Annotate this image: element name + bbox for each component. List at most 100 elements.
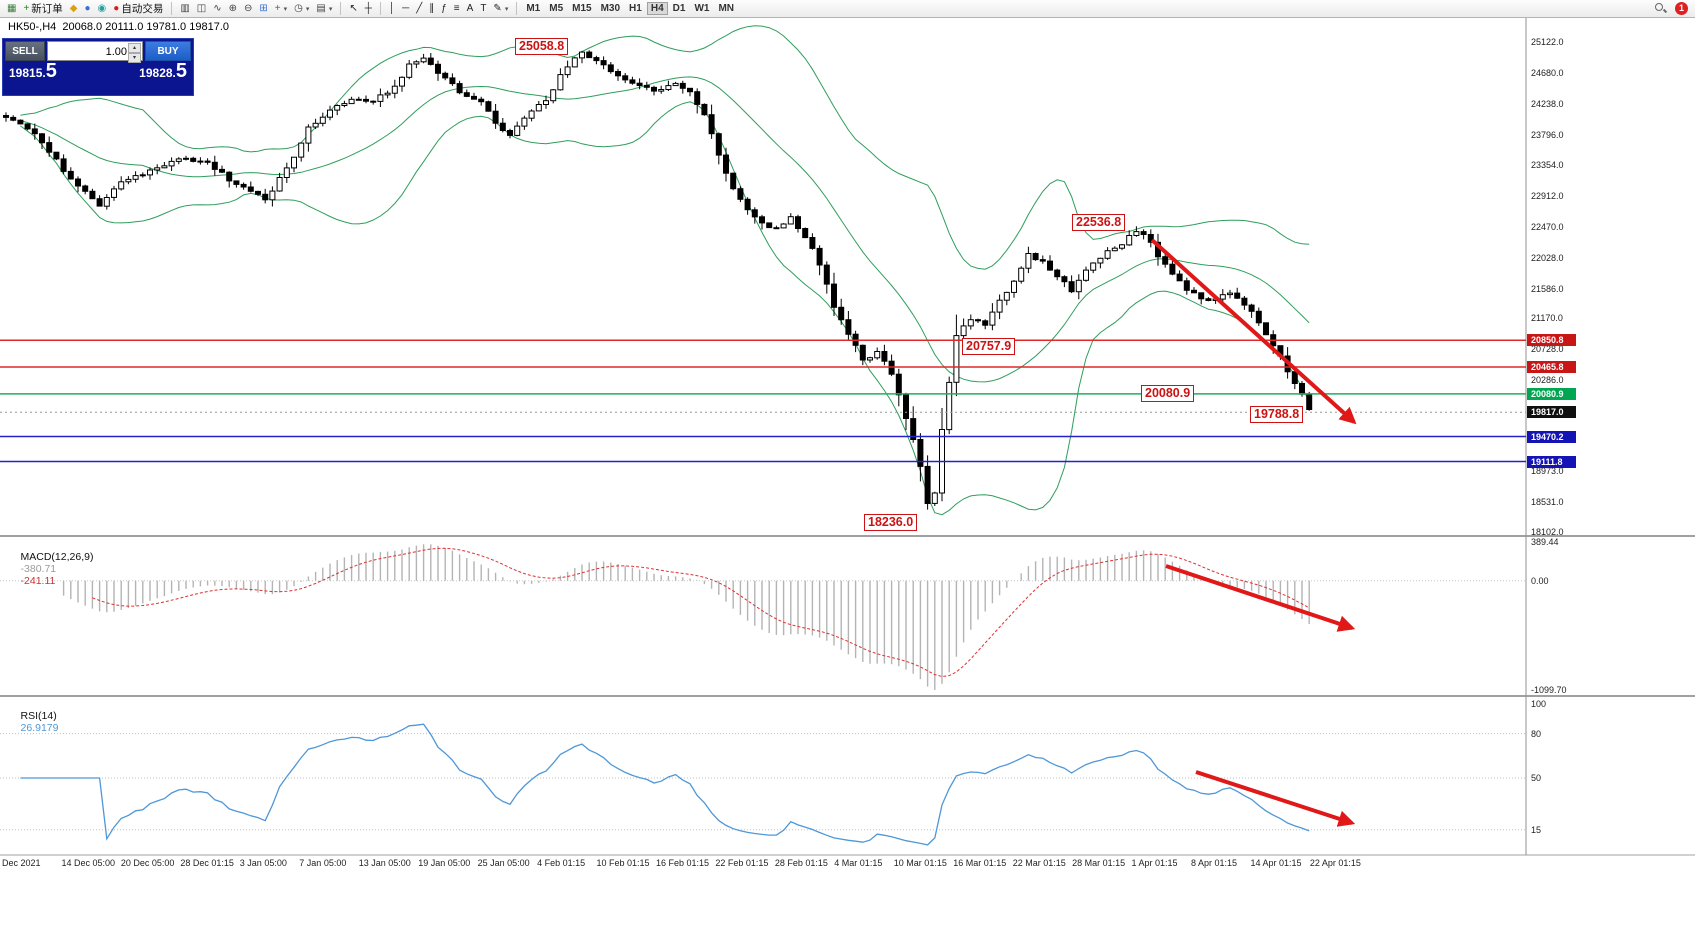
vertical-line-icon[interactable]: │ [386, 1, 398, 17]
candle [283, 167, 290, 178]
candle [161, 165, 168, 169]
candle [168, 160, 175, 167]
candle [348, 98, 355, 105]
candle [327, 109, 333, 118]
candle [391, 85, 398, 94]
indicators-icon[interactable]: + ▾ [272, 1, 290, 17]
draw-menu-icon[interactable]: ✎ ▾ [490, 1, 511, 17]
periods-icon[interactable]: ◷ ▾ [291, 1, 312, 17]
line-chart-icon[interactable]: ∿ [210, 1, 224, 17]
new-order-button[interactable]: + 新订单 [20, 1, 65, 17]
candles-chart-icon[interactable]: ◫ [194, 1, 209, 17]
trend-arrow-object[interactable] [1165, 564, 1356, 632]
candle [507, 130, 513, 136]
candle [226, 171, 233, 182]
templates-icon: ▤ [316, 2, 326, 14]
timeframe-m15-button[interactable]: M15 [572, 3, 592, 14]
volume-stepper[interactable]: ▴ ▾ [47, 41, 143, 63]
cursor-icon: ↖ [349, 2, 358, 14]
accounts-icon[interactable]: ● [82, 1, 94, 17]
candle [1140, 231, 1147, 236]
buy-price-fraction: 5 [175, 60, 187, 82]
new-chart-icon[interactable]: ▦ [4, 1, 19, 17]
candle [989, 311, 996, 326]
candle [651, 86, 657, 92]
autotrading-button[interactable]: ● 自动交易 [110, 1, 166, 17]
macd-title: MACD(12,26,9) [20, 551, 94, 563]
zoom-in-icon: ⊕ [228, 2, 238, 14]
candle [867, 357, 873, 361]
autotrading-icon: ● [113, 2, 120, 14]
templates-icon[interactable]: ▤ ▾ [313, 1, 335, 17]
candlesticks [3, 50, 1313, 510]
candle [197, 160, 204, 163]
bars-chart-icon[interactable]: ▥ [177, 1, 192, 17]
candle [816, 247, 823, 266]
volume-down-icon[interactable]: ▾ [128, 53, 141, 63]
volume-input[interactable] [48, 43, 142, 61]
timeframe-m30-button[interactable]: M30 [600, 3, 621, 14]
timeframe-m1-button[interactable]: M1 [526, 3, 541, 14]
candle [255, 190, 261, 195]
candle [370, 100, 377, 103]
new-chart-icon: ▦ [7, 2, 17, 14]
arrows-tool-icon[interactable]: A [464, 1, 477, 17]
candle [413, 61, 420, 65]
fibonacci-icon[interactable]: ƒ [438, 1, 450, 17]
horizontal-line-icon[interactable]: ─ [399, 1, 412, 17]
trend-arrow-object[interactable] [1150, 238, 1357, 425]
candle [1248, 304, 1255, 312]
rsi-line [20, 723, 1310, 846]
notification-badge[interactable]: 1 [1675, 2, 1688, 15]
timeframe-w1-button[interactable]: W1 [694, 3, 710, 14]
candle [334, 105, 341, 111]
trend-arrow-object[interactable] [1195, 770, 1356, 827]
zoom-out-icon: ⊖ [244, 2, 253, 14]
trendline-icon: ╱ [416, 2, 423, 14]
candle [629, 79, 636, 84]
new-order-label: 新订单 [31, 3, 63, 15]
timeframe-d1-button[interactable]: D1 [672, 3, 686, 14]
candle [355, 98, 362, 101]
volume-up-icon[interactable]: ▴ [128, 43, 141, 53]
webterminal-icon[interactable]: ◉ [95, 1, 110, 17]
candle [910, 418, 917, 441]
zoom-in-icon[interactable]: ⊕ [226, 1, 240, 17]
timeframe-h4-button[interactable]: H4 [646, 2, 668, 15]
candle [744, 198, 751, 211]
candle [24, 123, 31, 130]
candle [514, 125, 521, 136]
candle [39, 133, 45, 144]
search-icon[interactable] [1654, 2, 1667, 15]
candle [1198, 292, 1205, 300]
sell-price-fraction: 5 [45, 60, 57, 82]
metaeditor-icon[interactable]: ◆ [67, 1, 81, 17]
tile-windows-icon[interactable]: ⊞ [256, 1, 270, 17]
candle [787, 216, 794, 225]
sell-button[interactable]: SELL [5, 41, 45, 61]
candle [687, 87, 693, 93]
rsi-title: RSI(14) [20, 710, 57, 722]
equidistant-channel-icon[interactable]: ∥ [426, 1, 437, 17]
candle [111, 188, 117, 198]
candle [384, 92, 391, 96]
cursor-icon[interactable]: ↖ [346, 1, 360, 17]
timeframe-m5-button[interactable]: M5 [549, 3, 564, 14]
candle [550, 89, 557, 102]
shapes-icon[interactable]: ≡ [451, 1, 463, 17]
trendline-icon[interactable]: ╱ [413, 1, 425, 17]
zoom-out-icon[interactable]: ⊖ [241, 1, 255, 17]
candle [975, 319, 981, 322]
buy-button[interactable]: BUY [145, 41, 191, 61]
candle [694, 91, 701, 105]
toolbar-buttons: ▦ + 新订单 ◆ ● ◉ ● 自动交易 ▥ ◫ ∿ ⊕ ⊖ ⊞ + ▾ ◷ ▾ ▤ ▾ ↖ ┼ │ ─ ╱ ∥ ƒ ≡ A T ✎ ▾ M1 M… [4, 1, 738, 17]
timeframe-mn-button[interactable]: MN [718, 3, 734, 14]
crosshair-icon[interactable]: ┼ [362, 1, 375, 17]
text-tool-icon[interactable]: T [477, 1, 489, 17]
candle [809, 237, 816, 249]
timeframe-h1-button[interactable]: H1 [629, 3, 642, 14]
candle [960, 325, 967, 337]
rsi-indicator-label: RSI(14) 26.9179 [3, 698, 59, 746]
